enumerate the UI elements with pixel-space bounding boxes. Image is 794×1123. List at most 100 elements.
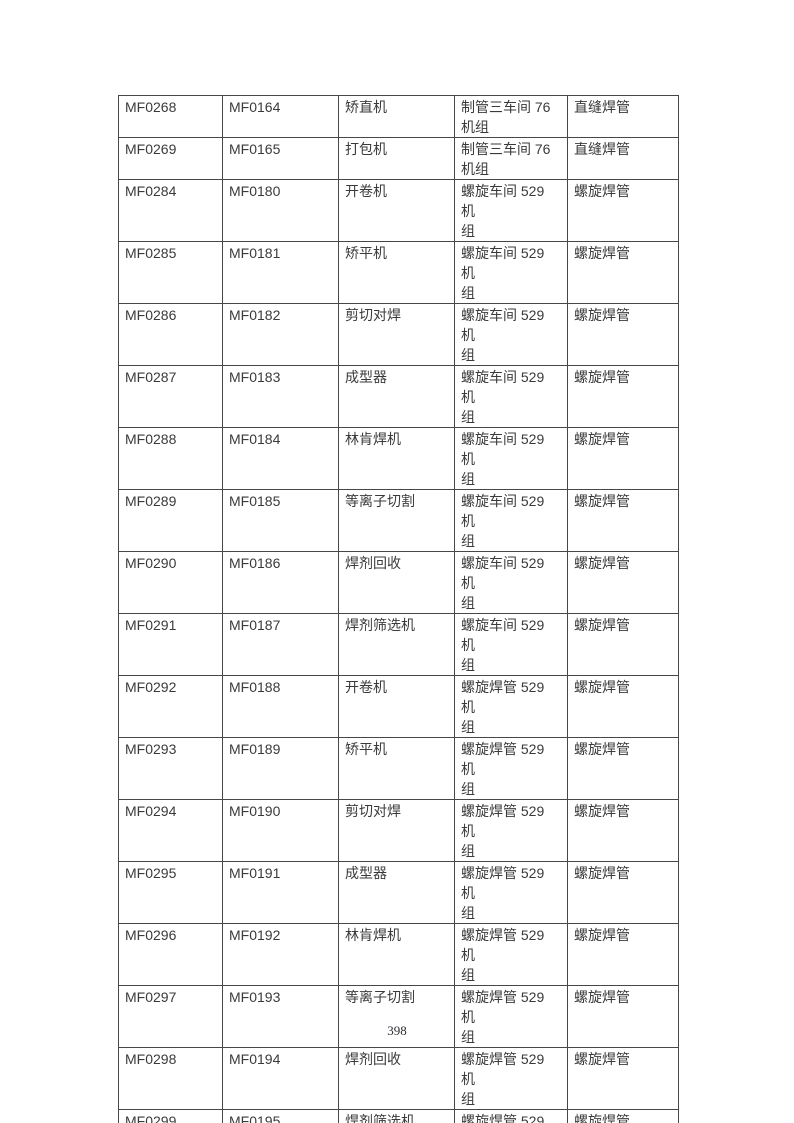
cell-old-asset-code: MF0185 (222, 489, 339, 552)
cell-old-asset-code: MF0181 (222, 241, 339, 304)
cell-workshop-unit: 螺旋车间 529 机 组 (454, 427, 568, 490)
cell-asset-code: MF0293 (118, 737, 223, 800)
table-row: MF0289 MF0185 等离子切割 螺旋车间 529 机 组 螺旋焊管 (118, 489, 679, 552)
cell-asset-code: MF0268 (118, 95, 223, 138)
cell-product-type: 螺旋焊管 (567, 613, 679, 676)
cell-product-type: 螺旋焊管 (567, 985, 679, 1048)
page-number: 398 (387, 1023, 407, 1038)
cell-old-asset-code: MF0192 (222, 923, 339, 986)
cell-asset-code: MF0287 (118, 365, 223, 428)
cell-product-type: 螺旋焊管 (567, 551, 679, 614)
cell-product-type: 螺旋焊管 (567, 675, 679, 738)
cell-equipment-name: 开卷机 (338, 675, 455, 738)
cell-workshop-unit: 螺旋车间 529 机 组 (454, 613, 568, 676)
cell-equipment-name: 剪切对焊 (338, 303, 455, 366)
cell-workshop-unit: 螺旋车间 529 机 组 (454, 489, 568, 552)
table-row: MF0296 MF0192 林肯焊机 螺旋焊管 529 机 组 螺旋焊管 (118, 923, 679, 986)
table-row: MF0295 MF0191 成型器 螺旋焊管 529 机 组 螺旋焊管 (118, 861, 679, 924)
cell-asset-code: MF0289 (118, 489, 223, 552)
cell-old-asset-code: MF0184 (222, 427, 339, 490)
cell-workshop-unit: 螺旋车间 529 机 组 (454, 551, 568, 614)
table-row: MF0294 MF0190 剪切对焊 螺旋焊管 529 机 组 螺旋焊管 (118, 799, 679, 862)
table-row: MF0288 MF0184 林肯焊机 螺旋车间 529 机 组 螺旋焊管 (118, 427, 679, 490)
table-row: MF0293 MF0189 矫平机 螺旋焊管 529 机 组 螺旋焊管 (118, 737, 679, 800)
cell-workshop-unit: 螺旋焊管 529 机 组 (454, 675, 568, 738)
cell-workshop-unit: 螺旋焊管 529 机 组 (454, 1047, 568, 1110)
table-row: MF0285 MF0181 矫平机 螺旋车间 529 机 组 螺旋焊管 (118, 241, 679, 304)
cell-product-type: 螺旋焊管 (567, 427, 679, 490)
cell-product-type: 螺旋焊管 (567, 489, 679, 552)
cell-workshop-unit: 制管三车间 76 机组 (454, 137, 568, 180)
table-row: MF0268 MF0164 矫直机 制管三车间 76 机组 直缝焊管 (118, 95, 679, 138)
equipment-table: MF0268 MF0164 矫直机 制管三车间 76 机组 直缝焊管 MF026… (118, 95, 679, 1123)
cell-old-asset-code: MF0180 (222, 179, 339, 242)
cell-equipment-name: 焊剂筛选机 (338, 1109, 455, 1123)
cell-asset-code: MF0292 (118, 675, 223, 738)
cell-workshop-unit: 螺旋车间 529 机 组 (454, 179, 568, 242)
cell-workshop-unit: 螺旋焊管 529 机 组 (454, 799, 568, 862)
cell-asset-code: MF0295 (118, 861, 223, 924)
table-row: MF0286 MF0182 剪切对焊 螺旋车间 529 机 组 螺旋焊管 (118, 303, 679, 366)
cell-old-asset-code: MF0190 (222, 799, 339, 862)
table-row: MF0298 MF0194 焊剂回收 螺旋焊管 529 机 组 螺旋焊管 (118, 1047, 679, 1110)
cell-workshop-unit: 螺旋车间 529 机 组 (454, 241, 568, 304)
cell-product-type: 螺旋焊管 (567, 303, 679, 366)
cell-product-type: 螺旋焊管 (567, 365, 679, 428)
cell-workshop-unit: 螺旋焊管 529 机 组 (454, 1109, 568, 1123)
cell-equipment-name: 焊剂回收 (338, 1047, 455, 1110)
cell-equipment-name: 成型器 (338, 861, 455, 924)
cell-equipment-name: 等离子切割 (338, 489, 455, 552)
table-row: MF0287 MF0183 成型器 螺旋车间 529 机 组 螺旋焊管 (118, 365, 679, 428)
cell-equipment-name: 剪切对焊 (338, 799, 455, 862)
cell-equipment-name: 矫平机 (338, 737, 455, 800)
cell-workshop-unit: 螺旋车间 529 机 组 (454, 303, 568, 366)
cell-equipment-name: 焊剂筛选机 (338, 613, 455, 676)
cell-product-type: 螺旋焊管 (567, 1047, 679, 1110)
cell-equipment-name: 成型器 (338, 365, 455, 428)
cell-workshop-unit: 制管三车间 76 机组 (454, 95, 568, 138)
table-row: MF0299 MF0195 焊剂筛选机 螺旋焊管 529 机 组 螺旋焊管 (118, 1109, 679, 1123)
cell-product-type: 螺旋焊管 (567, 861, 679, 924)
cell-asset-code: MF0291 (118, 613, 223, 676)
cell-asset-code: MF0297 (118, 985, 223, 1048)
cell-product-type: 螺旋焊管 (567, 1109, 679, 1123)
cell-old-asset-code: MF0182 (222, 303, 339, 366)
cell-asset-code: MF0290 (118, 551, 223, 614)
cell-asset-code: MF0269 (118, 137, 223, 180)
cell-asset-code: MF0285 (118, 241, 223, 304)
cell-old-asset-code: MF0195 (222, 1109, 339, 1123)
cell-equipment-name: 林肯焊机 (338, 923, 455, 986)
cell-old-asset-code: MF0189 (222, 737, 339, 800)
cell-product-type: 螺旋焊管 (567, 737, 679, 800)
cell-asset-code: MF0298 (118, 1047, 223, 1110)
cell-equipment-name: 开卷机 (338, 179, 455, 242)
table-row: MF0291 MF0187 焊剂筛选机 螺旋车间 529 机 组 螺旋焊管 (118, 613, 679, 676)
cell-old-asset-code: MF0165 (222, 137, 339, 180)
cell-old-asset-code: MF0164 (222, 95, 339, 138)
table-row: MF0297 MF0193 等离子切割 螺旋焊管 529 机 组 螺旋焊管 (118, 985, 679, 1048)
cell-old-asset-code: MF0187 (222, 613, 339, 676)
cell-equipment-name: 矫直机 (338, 95, 455, 138)
table-row: MF0269 MF0165 打包机 制管三车间 76 机组 直缝焊管 (118, 137, 679, 180)
cell-old-asset-code: MF0193 (222, 985, 339, 1048)
cell-old-asset-code: MF0188 (222, 675, 339, 738)
cell-equipment-name: 焊剂回收 (338, 551, 455, 614)
cell-old-asset-code: MF0191 (222, 861, 339, 924)
cell-asset-code: MF0299 (118, 1109, 223, 1123)
cell-equipment-name: 林肯焊机 (338, 427, 455, 490)
cell-product-type: 螺旋焊管 (567, 241, 679, 304)
table-row: MF0292 MF0188 开卷机 螺旋焊管 529 机 组 螺旋焊管 (118, 675, 679, 738)
cell-product-type: 螺旋焊管 (567, 179, 679, 242)
cell-asset-code: MF0294 (118, 799, 223, 862)
cell-product-type: 直缝焊管 (567, 95, 679, 138)
cell-workshop-unit: 螺旋焊管 529 机 组 (454, 923, 568, 986)
cell-workshop-unit: 螺旋车间 529 机 组 (454, 365, 568, 428)
cell-workshop-unit: 螺旋焊管 529 机 组 (454, 861, 568, 924)
cell-old-asset-code: MF0186 (222, 551, 339, 614)
table-row: MF0284 MF0180 开卷机 螺旋车间 529 机 组 螺旋焊管 (118, 179, 679, 242)
cell-old-asset-code: MF0194 (222, 1047, 339, 1110)
cell-equipment-name: 打包机 (338, 137, 455, 180)
cell-product-type: 螺旋焊管 (567, 923, 679, 986)
cell-workshop-unit: 螺旋焊管 529 机 组 (454, 985, 568, 1048)
